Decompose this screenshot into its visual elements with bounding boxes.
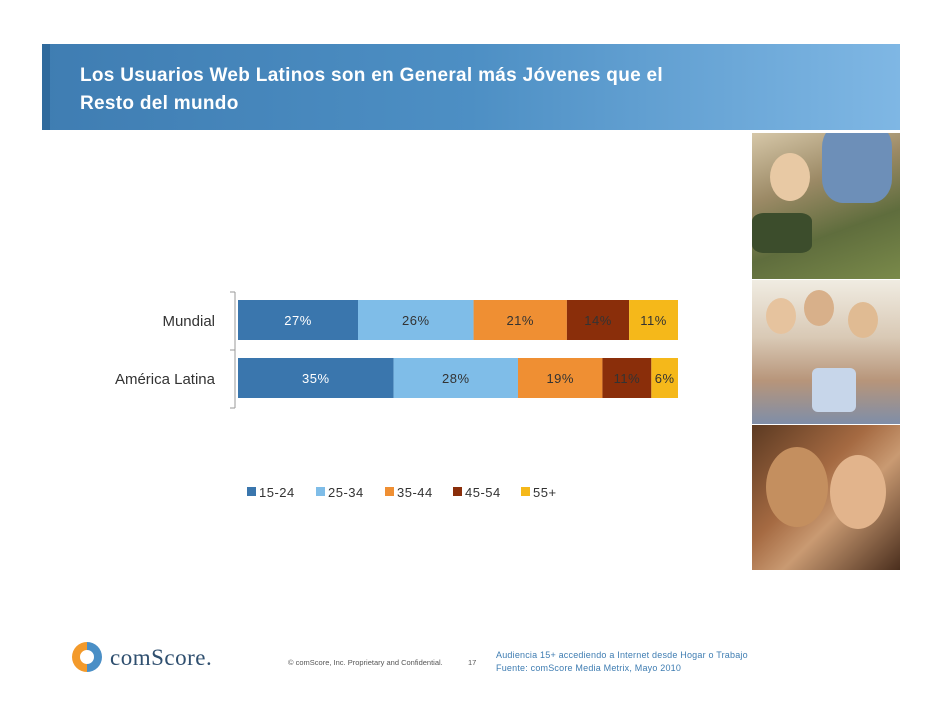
page-number: 17 <box>468 658 477 667</box>
legend-label: 35-44 <box>397 485 433 500</box>
legend-swatch <box>316 487 325 496</box>
bar-segment <box>629 300 678 340</box>
legend-label: 15-24 <box>259 485 295 500</box>
data-label: 19% <box>546 371 574 386</box>
source-note-source: Fuente: comScore Media Metrix, Mayo 2010 <box>496 663 682 673</box>
title-line-2: Resto del mundo <box>80 93 239 114</box>
data-label: 21% <box>506 313 534 328</box>
data-label: 14% <box>584 313 612 328</box>
bar-segment <box>473 300 567 340</box>
legend-swatch <box>521 487 530 496</box>
data-label: 27% <box>284 313 312 328</box>
bar-segment <box>566 300 630 340</box>
bar-segment <box>358 300 474 340</box>
bar-segment <box>238 358 394 398</box>
legend-swatch <box>385 487 394 496</box>
bar-segment <box>238 300 358 340</box>
bar-segment <box>393 358 518 398</box>
title-line-1: Los Usuarios Web Latinos son en General … <box>80 65 664 86</box>
data-label: 11% <box>640 313 667 328</box>
legend-swatch <box>453 487 462 496</box>
bar-segment <box>602 358 652 398</box>
data-label: 26% <box>402 313 430 328</box>
copyright-text: © comScore, Inc. Proprietary and Confide… <box>288 658 443 667</box>
photo-girls-shopping <box>752 280 900 424</box>
logo-text: comScore. <box>110 645 213 670</box>
category-label: Mundial <box>162 313 215 330</box>
title-band <box>42 44 900 130</box>
legend-label: 45-54 <box>465 485 501 500</box>
source-note-audience: Audiencia 15+ accediendo a Internet desd… <box>496 650 748 660</box>
data-label: 11% <box>614 371 641 386</box>
photo-smiling-couple <box>752 425 900 570</box>
page-title: Los Usuarios Web Latinos son en General … <box>80 62 840 118</box>
comscore-logo-icon <box>72 642 102 672</box>
bar-segment <box>518 358 603 398</box>
legend-label: 55+ <box>533 485 557 500</box>
data-label: 35% <box>302 371 330 386</box>
legend-label: 25-34 <box>328 485 364 500</box>
legend-swatch <box>247 487 256 496</box>
category-label: América Latina <box>115 371 216 388</box>
bar-segment <box>651 358 678 398</box>
data-label: 6% <box>655 371 675 386</box>
data-label: 28% <box>442 371 470 386</box>
photo-boy-playing-videogame <box>752 133 900 279</box>
comscore-logo: comScore. <box>70 640 245 674</box>
title-accent-bar <box>42 44 50 130</box>
